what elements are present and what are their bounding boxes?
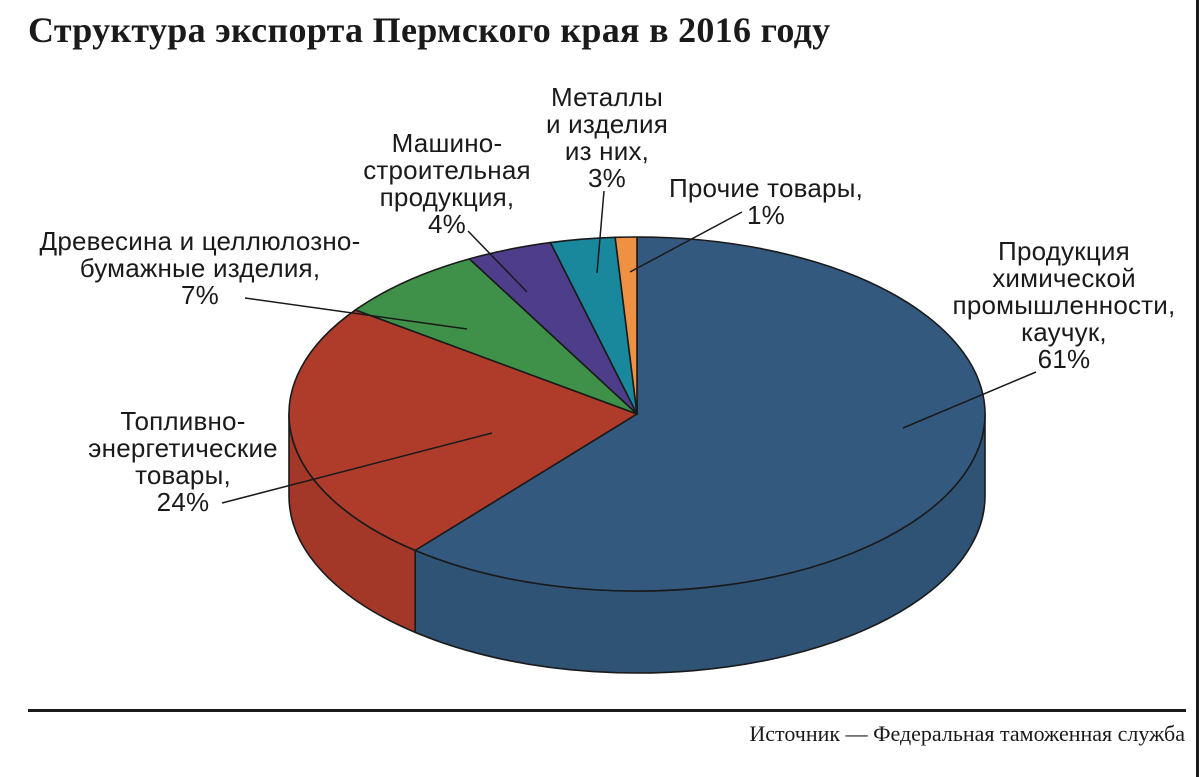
leader-line-chemical <box>902 371 1037 429</box>
page-title: Структура экспорта Пермского края в 2016… <box>28 10 831 50</box>
slice-label-other: Прочие товары, 1% <box>668 173 864 230</box>
leader-line-wood-pulp <box>244 297 468 330</box>
leader-line-metals <box>596 190 605 274</box>
slice-label-wood-pulp: Древесина и целлюлозно- бумажные изделия… <box>39 226 361 310</box>
slice-label-chemical: Продукция химической промышленности, кау… <box>952 236 1176 374</box>
pie-slice-fuel-energy <box>288 309 638 552</box>
source-note: Источник — Федеральная таможенная служба <box>749 721 1185 746</box>
footer-divider <box>28 709 1186 712</box>
leader-line-other <box>629 211 743 273</box>
slice-label-machinery: Машино- строительная продукция, 4% <box>363 128 531 239</box>
pie-slice-chemical <box>414 236 986 592</box>
slice-label-metals: Металлы и изделия из них, 3% <box>546 82 668 193</box>
pie-slice-other <box>614 236 638 415</box>
right-border-line <box>1196 0 1199 777</box>
slice-label-fuel-energy: Топливно- энергетические товары, 24% <box>88 406 278 517</box>
pie-slice-wood-pulp <box>354 258 638 415</box>
leader-line-fuel-energy <box>221 432 493 504</box>
leader-line-machinery <box>467 230 528 293</box>
